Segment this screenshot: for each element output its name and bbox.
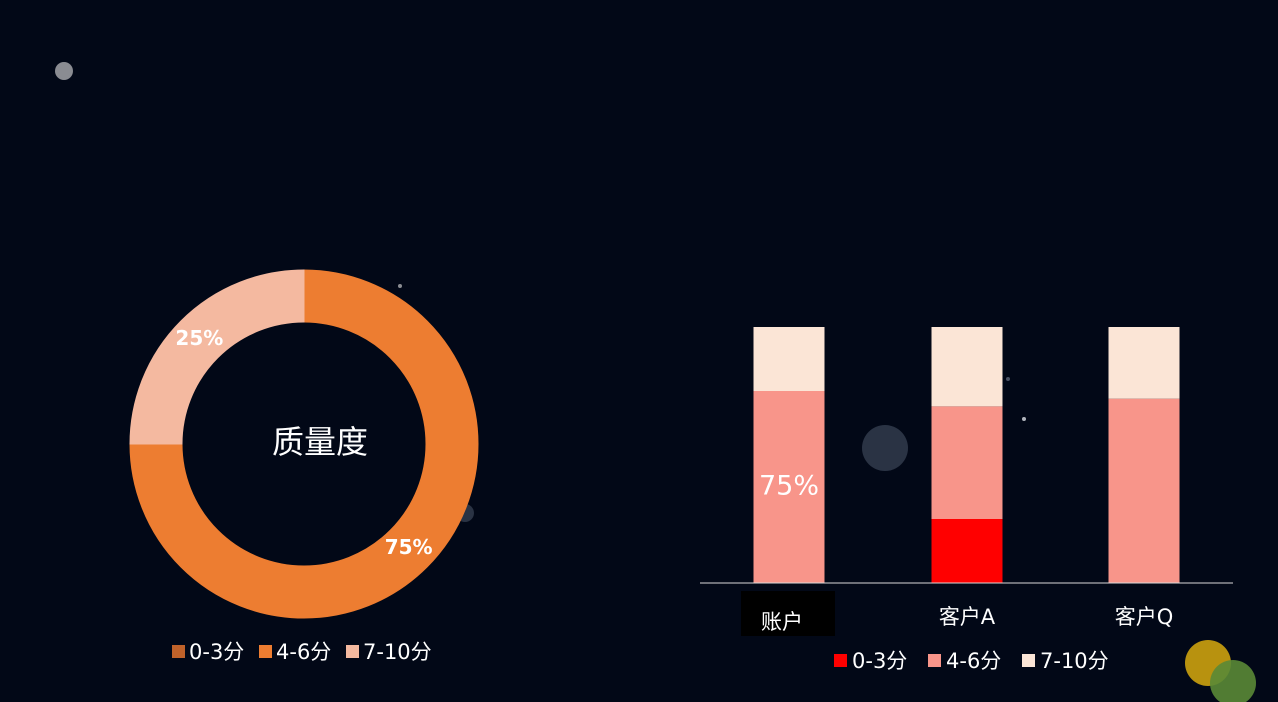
donut-slice [129, 269, 479, 619]
data-label: 25% [175, 326, 223, 350]
x-tick-label: 账户 [761, 610, 803, 634]
legend-label: 7-10分 [1040, 649, 1109, 673]
legend-swatch [928, 654, 941, 667]
x-tick-label: 客户A [939, 605, 996, 629]
legend-swatch [346, 645, 359, 658]
legend-swatch [834, 654, 847, 667]
decor-dot [1210, 660, 1256, 702]
bar-segment [931, 519, 1003, 583]
decor-dot [862, 425, 908, 471]
decor-dot [1022, 417, 1026, 421]
bar-segment [753, 327, 825, 391]
bar-segment [1108, 327, 1180, 399]
data-label: 75% [385, 535, 433, 559]
legend-swatch [172, 645, 185, 658]
decor-dot [1006, 377, 1010, 381]
data-label: 75% [759, 471, 819, 502]
decor-dot [398, 284, 402, 288]
bar-segment [931, 406, 1003, 519]
legend-label: 0-3分 [852, 649, 907, 673]
bar-segment [1108, 398, 1180, 583]
donut-slice [129, 269, 305, 445]
x-tick-label: 客户Q [1115, 605, 1174, 629]
legend-swatch [259, 645, 272, 658]
bar-segment [753, 391, 825, 583]
legend-label: 4-6分 [946, 649, 1001, 673]
legend-swatch [1022, 654, 1035, 667]
decor-dot [55, 62, 73, 80]
bar-segment [931, 327, 1003, 407]
donut-center-title: 质量度 [272, 423, 368, 461]
legend-label: 0-3分 [189, 640, 244, 664]
legend-label: 4-6分 [276, 640, 331, 664]
label-box [741, 591, 835, 636]
legend-label: 7-10分 [363, 640, 432, 664]
